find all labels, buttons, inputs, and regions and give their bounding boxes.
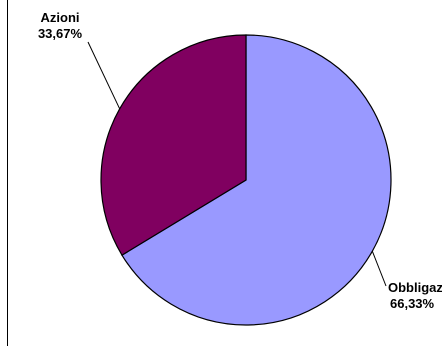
slice-label-name: Obbligaz. <box>388 280 442 295</box>
slice-label-value: 66,33% <box>390 296 435 311</box>
slice-label-name: Azioni <box>41 10 80 25</box>
leader-line <box>87 41 121 110</box>
leader-line <box>371 250 387 287</box>
frame-left-border <box>7 0 8 346</box>
pie-slice-obbligaz <box>121 34 392 326</box>
slice-label-value: 33,67% <box>38 26 83 41</box>
pie-slices <box>100 34 392 326</box>
leader-lines <box>87 41 387 287</box>
pie-slice-azioni <box>100 34 247 256</box>
